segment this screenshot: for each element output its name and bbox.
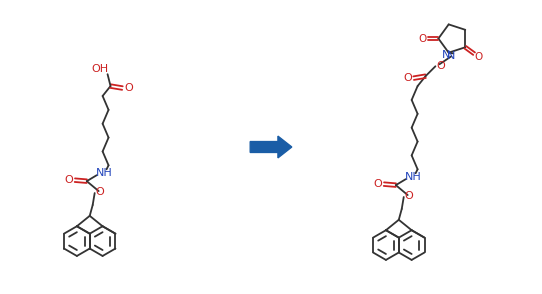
Text: O: O [403,73,412,83]
Text: O: O [418,34,427,44]
Text: O: O [474,51,482,61]
Text: N: N [442,50,450,60]
Text: N: N [447,51,455,61]
Text: O: O [64,175,73,185]
Text: O: O [124,83,133,93]
Text: O: O [95,187,104,197]
FancyArrow shape [250,136,292,158]
Text: O: O [436,61,445,71]
Text: NH: NH [96,168,113,178]
Text: NH: NH [405,172,422,182]
Text: OH: OH [91,64,108,74]
Text: O: O [373,179,382,189]
Text: O: O [404,191,413,201]
